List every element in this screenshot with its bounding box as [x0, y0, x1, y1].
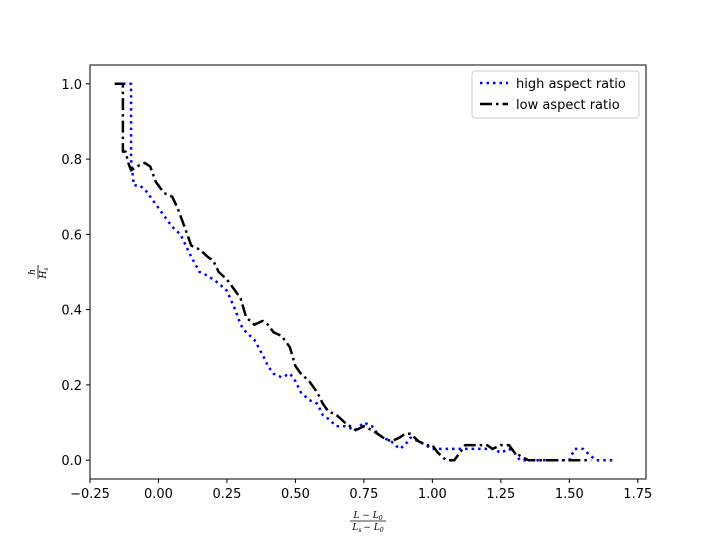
x-tick-label: 0.00 [144, 487, 173, 502]
y-axis-label: h Hs [28, 265, 50, 279]
y-axis: 0.0 0.2 0.4 0.6 0.8 1.0 [61, 78, 90, 469]
y-tick-label: 0.6 [61, 228, 82, 243]
series-line-high-aspect-ratio [122, 82, 614, 462]
legend-label-high-aspect-ratio: high aspect ratio [516, 77, 626, 92]
y-tick-label: 0.8 [61, 153, 82, 168]
x-tick-label: −0.25 [70, 487, 110, 502]
series-line-low-aspect-ratio [114, 82, 592, 462]
y-tick-label: 0.4 [61, 304, 82, 319]
x-axis-label-denominator: Ls − L0 [351, 523, 383, 534]
x-axis-label-numerator: L − L0 [352, 511, 382, 522]
x-axis-label: L − L0 Ls − L0 [350, 511, 386, 534]
x-axis: −0.25 0.00 0.25 0.50 0.75 1.00 1.25 1.50 1.75 [70, 479, 652, 502]
x-tick-label: 1.50 [555, 487, 584, 502]
legend-label-low-aspect-ratio: low aspect ratio [516, 98, 620, 113]
plot-frame [89, 64, 647, 480]
x-tick-label: 1.00 [418, 487, 447, 502]
legend-box [471, 70, 640, 119]
y-axis-label-numerator: h [28, 269, 38, 275]
x-tick-label: 0.25 [212, 487, 241, 502]
series-layer [114, 82, 614, 462]
x-tick-label: 0.50 [281, 487, 310, 502]
y-axis-label-denominator: Hs [39, 268, 50, 280]
x-tick-label: 0.75 [349, 487, 378, 502]
legend: high aspect ratio low aspect ratio [471, 70, 640, 119]
x-tick-label: 1.25 [486, 487, 515, 502]
x-tick-label: 1.75 [623, 487, 652, 502]
y-tick-label: 0.2 [61, 379, 82, 394]
y-tick-label: 0.0 [61, 454, 82, 469]
y-tick-label: 1.0 [61, 78, 82, 93]
